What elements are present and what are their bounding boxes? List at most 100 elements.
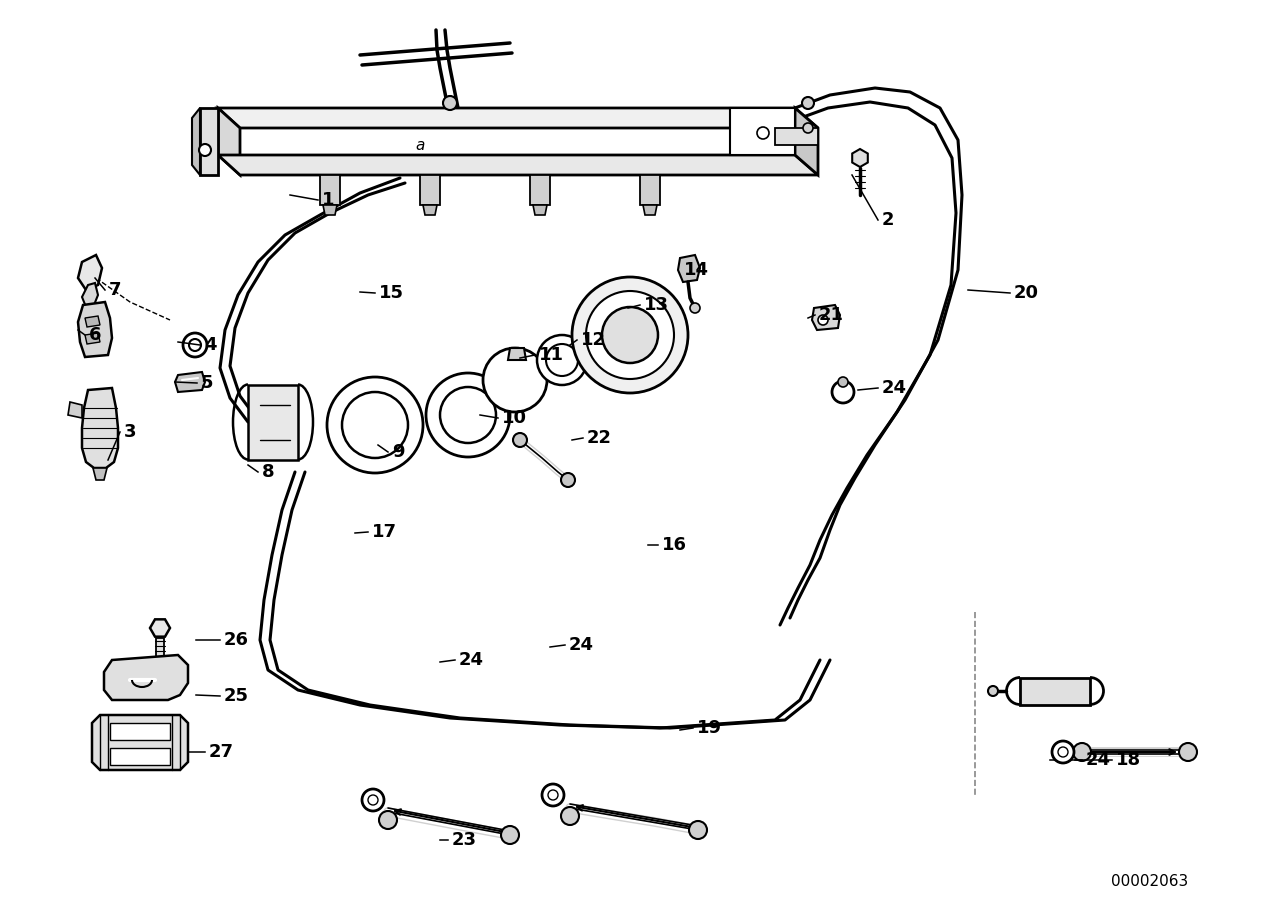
Polygon shape xyxy=(677,255,699,282)
Text: 12: 12 xyxy=(581,331,605,349)
Circle shape xyxy=(546,344,578,376)
Text: 4: 4 xyxy=(204,336,216,354)
Polygon shape xyxy=(218,108,818,128)
Circle shape xyxy=(802,97,814,109)
Text: 7: 7 xyxy=(109,281,121,299)
Polygon shape xyxy=(533,205,547,215)
Polygon shape xyxy=(643,205,657,215)
Circle shape xyxy=(586,291,674,379)
Polygon shape xyxy=(93,468,107,480)
Circle shape xyxy=(362,789,384,811)
Text: 11: 11 xyxy=(538,346,564,364)
Circle shape xyxy=(483,348,547,412)
Polygon shape xyxy=(795,108,818,175)
Polygon shape xyxy=(200,108,218,175)
Text: 00002063: 00002063 xyxy=(1110,875,1188,889)
Circle shape xyxy=(200,144,211,156)
Text: 13: 13 xyxy=(644,296,668,314)
Polygon shape xyxy=(109,723,170,740)
Polygon shape xyxy=(109,748,170,765)
Text: 10: 10 xyxy=(502,409,527,427)
Text: 24: 24 xyxy=(569,636,594,654)
Polygon shape xyxy=(1020,678,1090,705)
Circle shape xyxy=(327,377,422,473)
Text: 24: 24 xyxy=(1086,751,1112,769)
Text: a: a xyxy=(415,137,425,153)
Circle shape xyxy=(183,333,207,357)
Polygon shape xyxy=(218,155,818,175)
Polygon shape xyxy=(175,372,205,392)
Polygon shape xyxy=(218,108,240,175)
Text: 20: 20 xyxy=(1014,284,1039,302)
Circle shape xyxy=(757,127,769,139)
Circle shape xyxy=(818,315,828,325)
Text: 6: 6 xyxy=(89,326,102,344)
Text: 3: 3 xyxy=(124,423,137,441)
Circle shape xyxy=(501,826,519,844)
Polygon shape xyxy=(79,255,102,290)
Circle shape xyxy=(343,392,408,458)
Polygon shape xyxy=(319,175,340,205)
Text: 18: 18 xyxy=(1115,751,1141,769)
Text: 9: 9 xyxy=(392,443,404,461)
Polygon shape xyxy=(422,205,437,215)
Circle shape xyxy=(542,784,564,806)
Circle shape xyxy=(443,96,457,110)
Circle shape xyxy=(547,790,558,800)
Text: 26: 26 xyxy=(224,631,249,649)
Text: 1: 1 xyxy=(322,191,335,209)
Polygon shape xyxy=(730,108,795,155)
Text: 19: 19 xyxy=(697,719,723,737)
Text: 2: 2 xyxy=(882,211,894,229)
Text: 22: 22 xyxy=(587,429,612,447)
Text: 24: 24 xyxy=(882,379,907,397)
Circle shape xyxy=(1073,743,1091,761)
Polygon shape xyxy=(811,305,840,330)
Polygon shape xyxy=(82,283,98,307)
Circle shape xyxy=(189,339,201,351)
Polygon shape xyxy=(85,333,100,344)
Circle shape xyxy=(988,686,998,696)
Circle shape xyxy=(690,303,699,313)
Text: 23: 23 xyxy=(452,831,477,849)
Text: 16: 16 xyxy=(662,536,687,554)
Circle shape xyxy=(838,377,848,387)
Text: 24: 24 xyxy=(459,651,484,669)
Circle shape xyxy=(426,373,510,457)
Circle shape xyxy=(689,821,707,839)
Text: 27: 27 xyxy=(209,743,234,761)
Polygon shape xyxy=(149,620,170,637)
Circle shape xyxy=(832,381,854,403)
Circle shape xyxy=(601,307,658,363)
Polygon shape xyxy=(249,385,298,460)
Polygon shape xyxy=(507,348,526,360)
Text: 21: 21 xyxy=(819,306,844,324)
Circle shape xyxy=(562,473,574,487)
Circle shape xyxy=(1179,743,1197,761)
Circle shape xyxy=(368,795,377,805)
Polygon shape xyxy=(82,388,118,468)
Text: 8: 8 xyxy=(261,463,274,481)
Circle shape xyxy=(537,335,587,385)
Text: 5: 5 xyxy=(201,374,214,392)
Circle shape xyxy=(1057,747,1068,757)
Text: 25: 25 xyxy=(224,687,249,705)
Polygon shape xyxy=(91,715,188,770)
Text: 17: 17 xyxy=(372,523,397,541)
Polygon shape xyxy=(775,128,818,145)
Polygon shape xyxy=(68,402,82,418)
Circle shape xyxy=(572,277,688,393)
Polygon shape xyxy=(104,655,188,700)
Polygon shape xyxy=(420,175,440,205)
Polygon shape xyxy=(79,302,112,357)
Polygon shape xyxy=(156,638,164,660)
Circle shape xyxy=(379,811,397,829)
Text: 15: 15 xyxy=(379,284,404,302)
Polygon shape xyxy=(529,175,550,205)
Circle shape xyxy=(1052,741,1074,763)
Polygon shape xyxy=(192,108,200,175)
Polygon shape xyxy=(323,205,337,215)
Circle shape xyxy=(562,807,580,825)
Circle shape xyxy=(440,387,496,443)
Circle shape xyxy=(513,433,527,447)
